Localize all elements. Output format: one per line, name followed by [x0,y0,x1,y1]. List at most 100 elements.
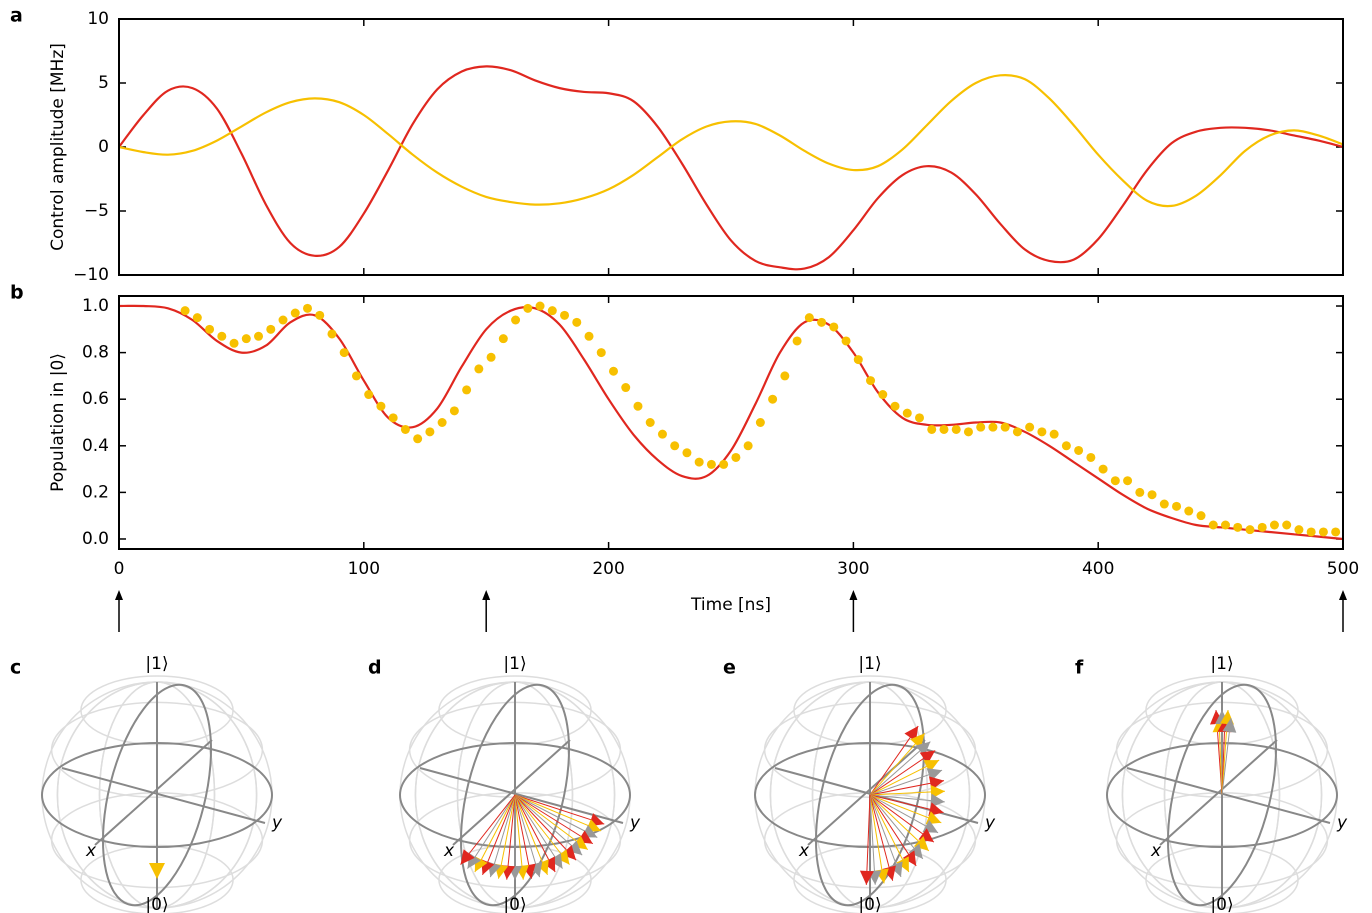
x-axis [94,739,213,846]
x-tick-label: 400 [1082,559,1114,579]
data-point [902,408,912,418]
bloch-sphere [754,675,986,913]
data-point [743,441,753,451]
data-point [841,336,851,346]
state-vector [514,794,548,876]
y-tick-label: −5 [84,201,109,221]
state-vector [514,794,583,856]
y-label: y [629,813,641,833]
y-tick-label: 0.0 [82,529,109,549]
x-label: x [85,841,97,861]
state-vector-head [896,856,909,872]
data-point [511,315,521,325]
state-vector-head [915,741,931,757]
data-point [462,385,472,395]
y-tick-label: 5 [98,73,109,93]
state-vector [514,794,532,879]
bloch-sphere [41,675,273,913]
state-vector-head [542,856,556,873]
state-vector [489,794,516,878]
data-point [682,448,692,458]
data-point [1159,499,1169,509]
data-point [963,427,973,437]
data-point [547,306,557,316]
data-point [535,301,545,311]
data-point [1110,476,1120,486]
x-tick-label: 100 [348,559,380,579]
state-vector [514,794,577,861]
data-point [180,306,190,316]
x-tick-label: 300 [837,559,869,579]
data-point [486,352,496,362]
data-point [621,383,631,393]
data-point [192,313,202,323]
data-point [694,457,704,467]
y-label: y [984,813,996,833]
state-vector [506,794,516,880]
data-point [866,376,876,386]
y-tick-label: −10 [73,265,109,285]
plot-frame [118,18,1344,276]
y-axis [61,767,266,824]
panel-label: d [368,657,382,679]
data-point [890,401,900,411]
snapshot-arrow-head [115,590,123,600]
data-point [670,441,680,451]
data-point [939,424,949,434]
x-axis [452,739,571,846]
data-point [315,310,325,320]
data-point [425,427,435,437]
bottom-label: |0⟩ [503,895,526,913]
data-point [1233,522,1243,532]
y-axis-label: Population in |0⟩ [48,353,68,492]
data-point [388,413,398,423]
y-tick-label: 0 [98,137,109,157]
data-point [241,334,251,344]
x-axis [1159,739,1278,846]
state-vector-head [902,850,917,866]
x-axis [807,739,926,846]
bottom-label: |0⟩ [1210,895,1233,913]
data-point [829,322,839,332]
y-axis [419,767,624,824]
state-vector [514,794,563,869]
y-axis-label: Control amplitude [MHz] [48,43,68,251]
data-point [768,394,778,404]
snapshot-arrow-head [849,590,858,600]
state-vector [514,794,524,880]
y-tick-label: 0.6 [82,389,109,409]
x-tick-label: 0 [114,559,125,579]
data-point [1147,490,1157,500]
data-point [1098,464,1108,474]
data-point [1196,511,1206,521]
state-vector-head [923,760,940,773]
data-point [755,418,765,427]
data-point [584,331,594,341]
state-vector-head [460,849,475,865]
x-axis-label: Time [ns] [690,595,771,615]
y-tick-label: 0.4 [82,436,109,456]
state-vector-head [889,861,903,877]
state-vector [474,794,516,873]
state-vector [514,794,605,825]
data-point [731,452,741,462]
data-point [1257,522,1267,532]
y-label: y [1336,813,1348,833]
data-point [498,334,508,344]
state-vector [869,794,902,878]
data-point [878,390,888,400]
data-point [302,303,312,313]
state-vector [869,794,894,881]
state-vector [869,794,910,873]
state-vector [865,794,871,885]
data-point [719,459,729,469]
data-point [327,329,337,339]
y-tick-label: 0.8 [82,343,109,363]
state-vector [467,794,516,869]
data-point [1123,476,1133,486]
panel-label: e [723,657,736,679]
y-axis [1126,767,1331,824]
state-vector [482,794,516,876]
state-vector-head [928,802,944,817]
